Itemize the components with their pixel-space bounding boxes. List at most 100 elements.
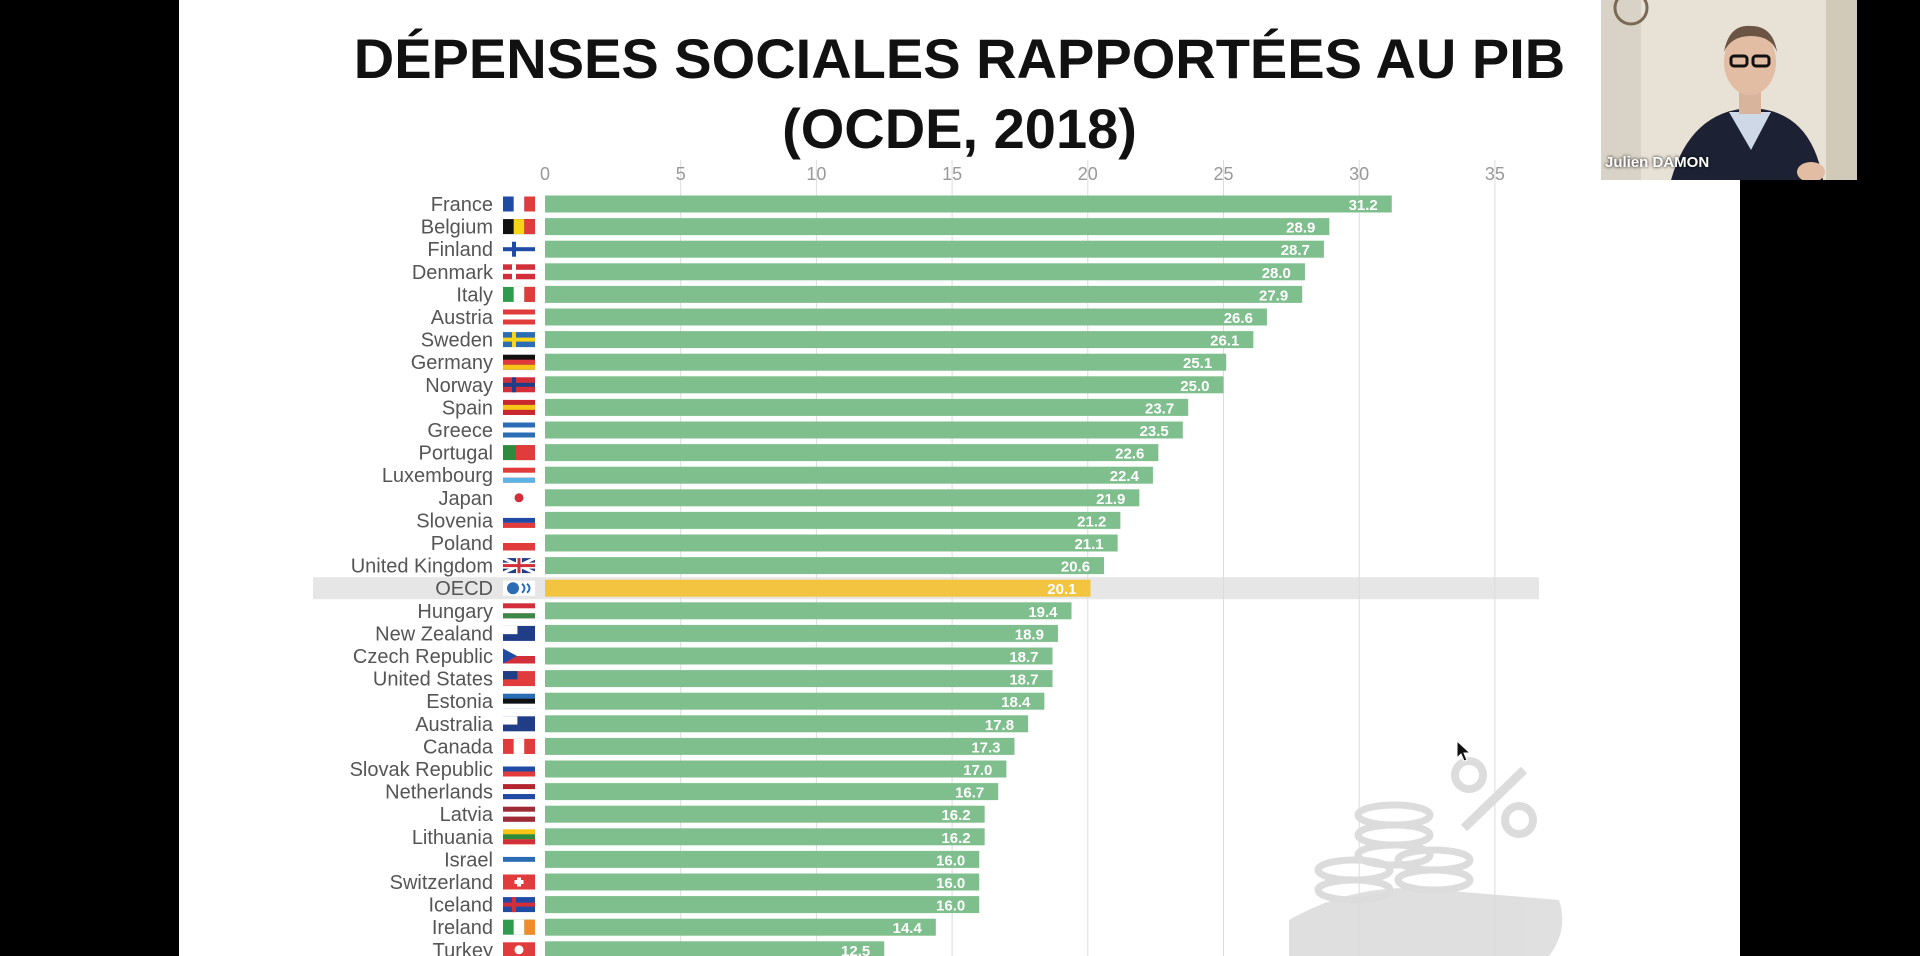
- bar: [545, 534, 1118, 552]
- flag-icon: [503, 490, 535, 506]
- value-label: 17.8: [985, 717, 1014, 734]
- flag-icon: [503, 761, 535, 777]
- bar: [545, 737, 1015, 755]
- category-label: Luxembourg: [382, 465, 493, 487]
- value-label: 21.9: [1096, 491, 1125, 508]
- slide-title: DÉPENSES SOCIALES RAPPORTÉES AU PIB (OCD…: [179, 24, 1740, 164]
- category-label: France: [431, 194, 493, 216]
- value-label: 16.2: [941, 830, 970, 847]
- flag-icon: [503, 897, 535, 913]
- flag-icon: [503, 671, 535, 687]
- flag-icon: [503, 603, 535, 619]
- value-label: 14.4: [893, 920, 923, 937]
- category-label: Netherlands: [385, 782, 493, 804]
- value-label: 16.0: [936, 852, 965, 869]
- x-tick-label: 5: [676, 164, 686, 184]
- flag-icon: [503, 354, 535, 370]
- value-label: 28.7: [1281, 242, 1310, 259]
- value-label: 18.9: [1015, 626, 1044, 643]
- bar: [545, 511, 1121, 529]
- value-label: 19.4: [1028, 604, 1058, 621]
- bar: [545, 692, 1045, 710]
- bar: [545, 579, 1091, 597]
- value-label: 21.1: [1074, 536, 1103, 553]
- category-label: Estonia: [426, 691, 494, 713]
- flag-icon: [503, 784, 535, 800]
- value-label: 23.5: [1140, 423, 1169, 440]
- x-tick-label: 25: [1213, 164, 1233, 184]
- category-label: Poland: [431, 533, 493, 555]
- category-label: Sweden: [421, 330, 493, 352]
- bar: [545, 602, 1072, 620]
- flag-icon: [503, 738, 535, 754]
- flag-icon: [503, 512, 535, 528]
- flag-icon: [503, 829, 535, 845]
- category-label: Turkey: [433, 940, 493, 956]
- category-label: Canada: [423, 736, 494, 758]
- value-label: 20.1: [1047, 581, 1076, 598]
- category-label: Slovenia: [416, 510, 494, 532]
- value-label: 26.6: [1224, 310, 1253, 327]
- x-tick-label: 35: [1485, 164, 1505, 184]
- bar: [545, 647, 1053, 665]
- value-label: 18.7: [1009, 649, 1038, 666]
- category-label: Belgium: [421, 217, 493, 239]
- value-label: 31.2: [1349, 197, 1378, 214]
- presentation-slide: DÉPENSES SOCIALES RAPPORTÉES AU PIB (OCD…: [179, 0, 1740, 956]
- category-label: Finland: [427, 239, 493, 261]
- category-label: OECD: [435, 578, 493, 600]
- category-label: Denmark: [412, 262, 494, 284]
- webcam-video: [1601, 0, 1857, 180]
- bar: [545, 557, 1105, 575]
- bar: [545, 624, 1058, 642]
- category-label: Switzerland: [390, 872, 493, 894]
- bar: [545, 715, 1029, 733]
- value-label: 28.9: [1286, 220, 1315, 237]
- bar: [545, 918, 936, 936]
- bar: [545, 760, 1007, 778]
- value-label: 18.7: [1009, 672, 1038, 689]
- value-label: 16.2: [941, 807, 970, 824]
- flag-icon: [503, 467, 535, 483]
- flag-icon: [503, 919, 535, 935]
- flag-icon: [503, 219, 535, 235]
- category-label: Portugal: [419, 443, 494, 465]
- x-tick-label: 20: [1078, 164, 1098, 184]
- bar: [545, 670, 1053, 688]
- bar-chart: 0 5 10 15 20 25 30 35 France 31.2 Belgium 28.9 Finla…: [313, 160, 1563, 956]
- value-label: 28.0: [1262, 265, 1291, 282]
- flag-icon: [502, 556, 536, 575]
- value-label: 12.5: [841, 943, 870, 956]
- mouse-cursor-icon: [1456, 740, 1472, 762]
- value-label: 21.2: [1077, 513, 1106, 530]
- category-label: Czech Republic: [353, 646, 493, 668]
- flag-icon: [503, 693, 535, 709]
- category-label: Latvia: [440, 804, 494, 826]
- bar: [545, 873, 980, 891]
- coins-percent-icon: [1289, 757, 1563, 956]
- category-label: United States: [373, 669, 493, 691]
- bar: [545, 285, 1303, 303]
- flag-icon: [503, 625, 535, 641]
- flag-icon: [503, 806, 535, 822]
- value-label: 22.6: [1115, 446, 1144, 463]
- flag-icon: [503, 241, 535, 257]
- flag-icon: [503, 445, 535, 461]
- category-label: United Kingdom: [351, 556, 493, 578]
- bar: [545, 828, 985, 846]
- category-label: Lithuania: [412, 827, 494, 849]
- value-label: 16.7: [955, 785, 984, 802]
- flag-icon: [503, 648, 535, 664]
- value-label: 22.4: [1110, 468, 1140, 485]
- left-letterbox: [0, 0, 179, 956]
- bar: [545, 850, 980, 868]
- bar: [545, 421, 1183, 439]
- category-label: Spain: [442, 397, 493, 419]
- flag-icon: [503, 264, 535, 280]
- bar: [545, 263, 1305, 281]
- bar: [545, 896, 980, 914]
- bar: [545, 805, 985, 823]
- category-label: Slovak Republic: [350, 759, 493, 781]
- value-label: 27.9: [1259, 287, 1288, 304]
- flag-icon: [503, 377, 535, 393]
